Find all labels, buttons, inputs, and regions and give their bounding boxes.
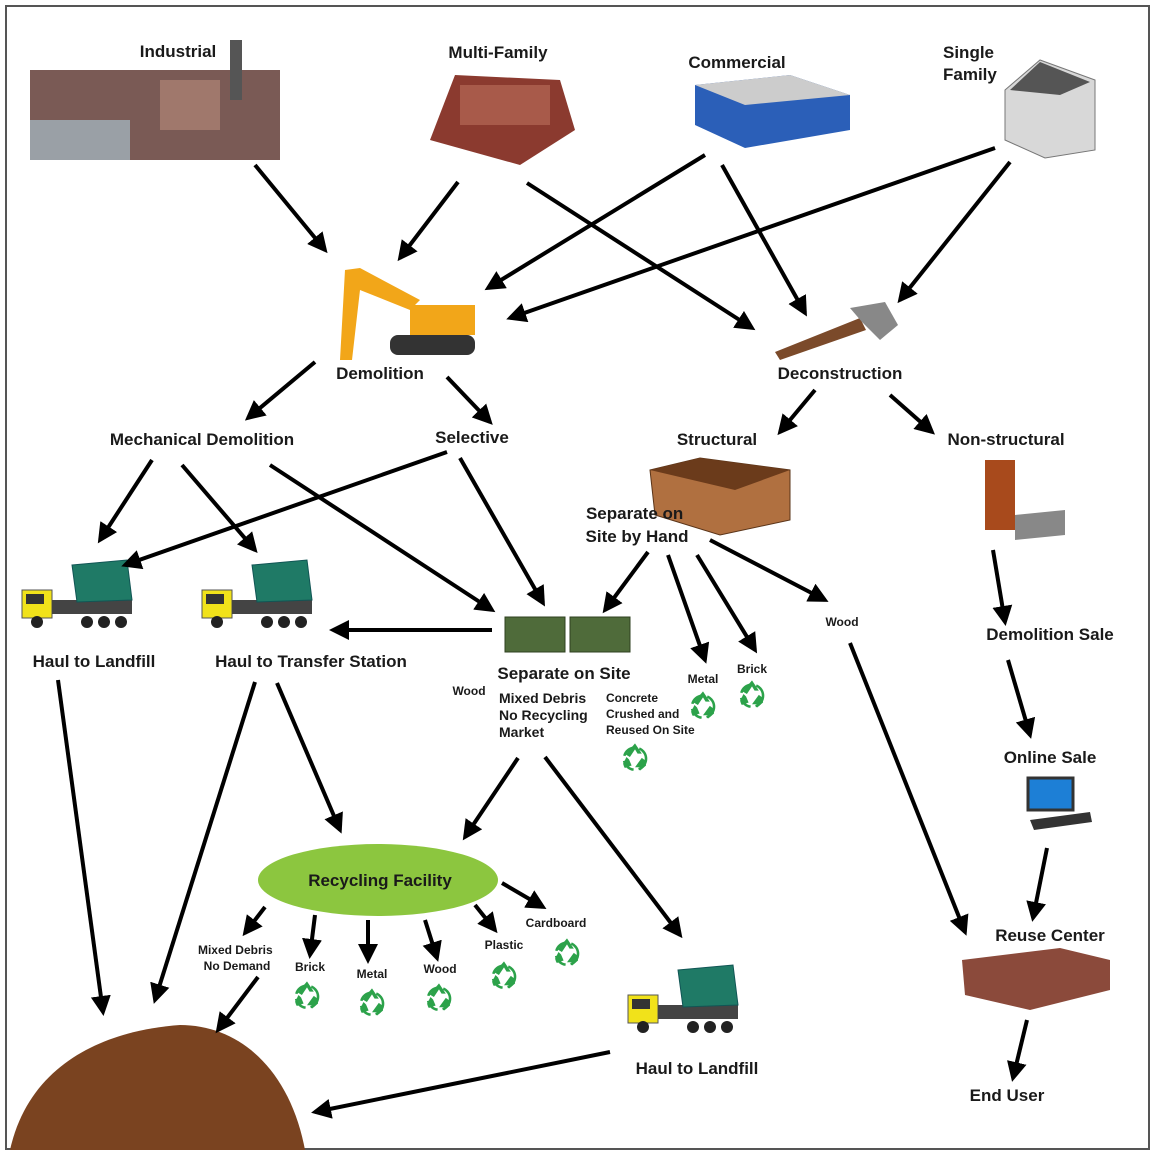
node-label: Metal bbox=[357, 967, 388, 981]
node-label: Demolition Sale bbox=[986, 625, 1114, 644]
reuse-center-icon bbox=[962, 948, 1110, 1010]
arrow bbox=[777, 388, 817, 436]
node-label: Concrete Crushed and Reused On Site bbox=[606, 691, 695, 737]
arrow bbox=[720, 164, 807, 317]
arrow bbox=[215, 975, 260, 1034]
label-line: Market bbox=[499, 724, 544, 740]
label-line: Concrete bbox=[606, 691, 658, 705]
frame-house-icon bbox=[649, 457, 791, 536]
landfill-icon bbox=[10, 1025, 305, 1150]
node-label: Separate on Site bbox=[497, 664, 630, 683]
label-line: Family bbox=[943, 65, 997, 84]
multi-family-icon bbox=[430, 75, 575, 165]
single-family-icon bbox=[1004, 59, 1096, 159]
arrow bbox=[150, 681, 257, 1004]
arrow bbox=[543, 755, 683, 939]
node-label: Structural bbox=[677, 430, 757, 449]
node-label: End User bbox=[970, 1086, 1045, 1105]
arrow bbox=[253, 163, 328, 254]
label-line: Crushed and bbox=[606, 707, 679, 721]
label-line: Separate on bbox=[586, 504, 683, 523]
dumpster-icon bbox=[504, 616, 631, 653]
arrow bbox=[458, 457, 545, 607]
arrow bbox=[56, 679, 111, 1016]
node-label: Wood bbox=[452, 684, 485, 698]
arrow bbox=[302, 914, 322, 959]
commercial-icon bbox=[695, 75, 850, 148]
arrow bbox=[445, 375, 493, 425]
arrow bbox=[244, 360, 317, 421]
arrow bbox=[888, 393, 936, 435]
node-label: Cardboard bbox=[526, 916, 587, 930]
label-line: No Demand bbox=[204, 959, 271, 973]
arrow bbox=[848, 642, 969, 936]
arrow bbox=[1006, 659, 1036, 739]
node-label: Recycling Facility bbox=[308, 871, 452, 890]
arrow bbox=[180, 463, 258, 554]
node-label: Metal bbox=[688, 672, 719, 686]
node-label: Non-structural bbox=[947, 430, 1064, 449]
node-label: Multi-Family bbox=[448, 43, 548, 62]
arrow bbox=[525, 181, 756, 331]
arrow bbox=[1026, 847, 1049, 922]
label-line: Mixed Debris bbox=[198, 943, 273, 957]
node-label: Industrial bbox=[140, 42, 217, 61]
arrow bbox=[311, 1050, 611, 1119]
node-label: Commercial bbox=[688, 53, 785, 72]
arrow bbox=[121, 450, 448, 570]
excavator-icon bbox=[340, 268, 475, 360]
node-label: Single Family bbox=[943, 43, 999, 84]
arrow bbox=[666, 554, 710, 664]
arrow bbox=[242, 905, 267, 937]
node-label: Demolition bbox=[336, 364, 424, 383]
node-label: Reuse Center bbox=[995, 926, 1105, 945]
node-label: Brick bbox=[295, 960, 325, 974]
arrows bbox=[56, 146, 1049, 1119]
node-label: Mechanical Demolition bbox=[110, 430, 294, 449]
node-label: Mixed Debris No Demand bbox=[198, 943, 276, 973]
arrow bbox=[897, 160, 1012, 304]
arrow bbox=[484, 153, 707, 291]
node-label: Deconstruction bbox=[778, 364, 903, 383]
label-line: Mixed Debris bbox=[499, 690, 586, 706]
label-line: Site by Hand bbox=[586, 527, 689, 546]
door-icon bbox=[985, 460, 1065, 540]
recycling-facility-ellipse bbox=[258, 844, 498, 916]
node-label: Mixed Debris No Recycling Market bbox=[499, 690, 592, 740]
node-label: Brick bbox=[737, 662, 767, 676]
arrow bbox=[473, 903, 498, 934]
arrow bbox=[695, 553, 758, 654]
arrow bbox=[275, 682, 343, 834]
node-label: Wood bbox=[825, 615, 858, 629]
node-label: Haul to Landfill bbox=[636, 1059, 759, 1078]
industrial-icon bbox=[30, 40, 280, 160]
node-label: Haul to Transfer Station bbox=[215, 652, 407, 671]
arrow bbox=[506, 146, 996, 323]
arrow bbox=[709, 538, 829, 602]
label-line: Single bbox=[943, 43, 994, 62]
computer-icon bbox=[1026, 776, 1092, 830]
node-label: Selective bbox=[435, 428, 509, 447]
arrow bbox=[991, 549, 1013, 626]
arrow bbox=[1007, 1019, 1029, 1082]
node-label: Haul to Landfill bbox=[33, 652, 156, 671]
label-line: Reused On Site bbox=[606, 723, 695, 737]
hammer-icon bbox=[775, 302, 898, 360]
arrow bbox=[500, 881, 547, 910]
arrow bbox=[462, 756, 520, 841]
node-label: Plastic bbox=[485, 938, 524, 952]
node-label: Online Sale bbox=[1004, 748, 1097, 767]
label-line: No Recycling bbox=[499, 707, 588, 723]
node-label: Wood bbox=[423, 962, 456, 976]
node-label: Separate on Site by Hand bbox=[586, 504, 689, 546]
arrow bbox=[97, 458, 154, 544]
arrow bbox=[397, 180, 460, 262]
arrow bbox=[268, 463, 496, 613]
arrow bbox=[602, 550, 650, 614]
arrow bbox=[422, 919, 442, 962]
